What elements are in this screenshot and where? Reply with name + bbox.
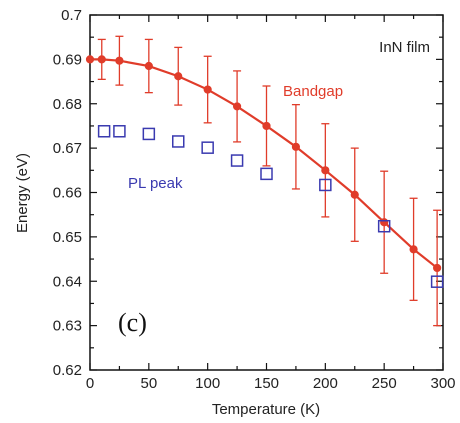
x-tick-label: 100: [195, 375, 220, 392]
pl-peak-point: [143, 128, 154, 139]
bandgap-point: [410, 246, 417, 253]
y-tick-label: 0.63: [53, 318, 82, 335]
pl-peak-point: [202, 142, 213, 153]
data-markers: [86, 56, 442, 287]
pl-peak-point: [173, 136, 184, 147]
bandgap-point: [98, 56, 105, 63]
pl-peak-point: [261, 168, 272, 179]
bandgap-point: [292, 143, 299, 150]
pl-peak-point: [232, 155, 243, 166]
y-tick-label: 0.68: [53, 96, 82, 113]
x-tick-label: 250: [372, 375, 397, 392]
y-tick-label: 0.7: [61, 7, 82, 24]
x-tick-label: 300: [430, 375, 455, 392]
tick-labels: 0 50 100 150 200 250 300 0.62 0.63 0.64 0.65 0.66 0.…: [53, 7, 456, 392]
y-axis-title: Energy (eV): [14, 153, 31, 233]
pl-peak-point: [99, 126, 110, 137]
bandgap-point: [233, 103, 240, 110]
bandgap-line: [90, 59, 437, 268]
x-tick-label: 200: [313, 375, 338, 392]
y-tick-label: 0.66: [53, 185, 82, 202]
x-tick-label: 0: [86, 375, 94, 392]
bandgap-label: Bandgap: [283, 83, 343, 100]
film-label: InN film: [379, 39, 430, 56]
bandgap-point: [434, 264, 441, 271]
bandgap-point: [322, 167, 329, 174]
bandgap-point: [175, 73, 182, 80]
panel-label: (c): [118, 308, 147, 337]
pl-peak-label: PL peak: [128, 175, 183, 192]
bandgap-point: [381, 219, 388, 226]
bandgap-point: [204, 86, 211, 93]
bandgap-point: [145, 62, 152, 69]
y-tick-label: 0.65: [53, 229, 82, 246]
y-tick-label: 0.67: [53, 140, 82, 157]
bandgap-line-group: [90, 59, 437, 268]
x-tick-label: 50: [140, 375, 157, 392]
bandgap-point: [351, 191, 358, 198]
y-tick-label: 0.64: [53, 273, 82, 290]
y-tick-label: 0.69: [53, 51, 82, 68]
x-axis-title: Temperature (K): [212, 401, 320, 418]
bandgap-point: [116, 57, 123, 64]
bandgap-point: [263, 122, 270, 129]
x-tick-label: 150: [254, 375, 279, 392]
y-tick-label: 0.62: [53, 362, 82, 379]
pl-peak-point: [114, 126, 125, 137]
bandgap-point: [86, 56, 93, 63]
